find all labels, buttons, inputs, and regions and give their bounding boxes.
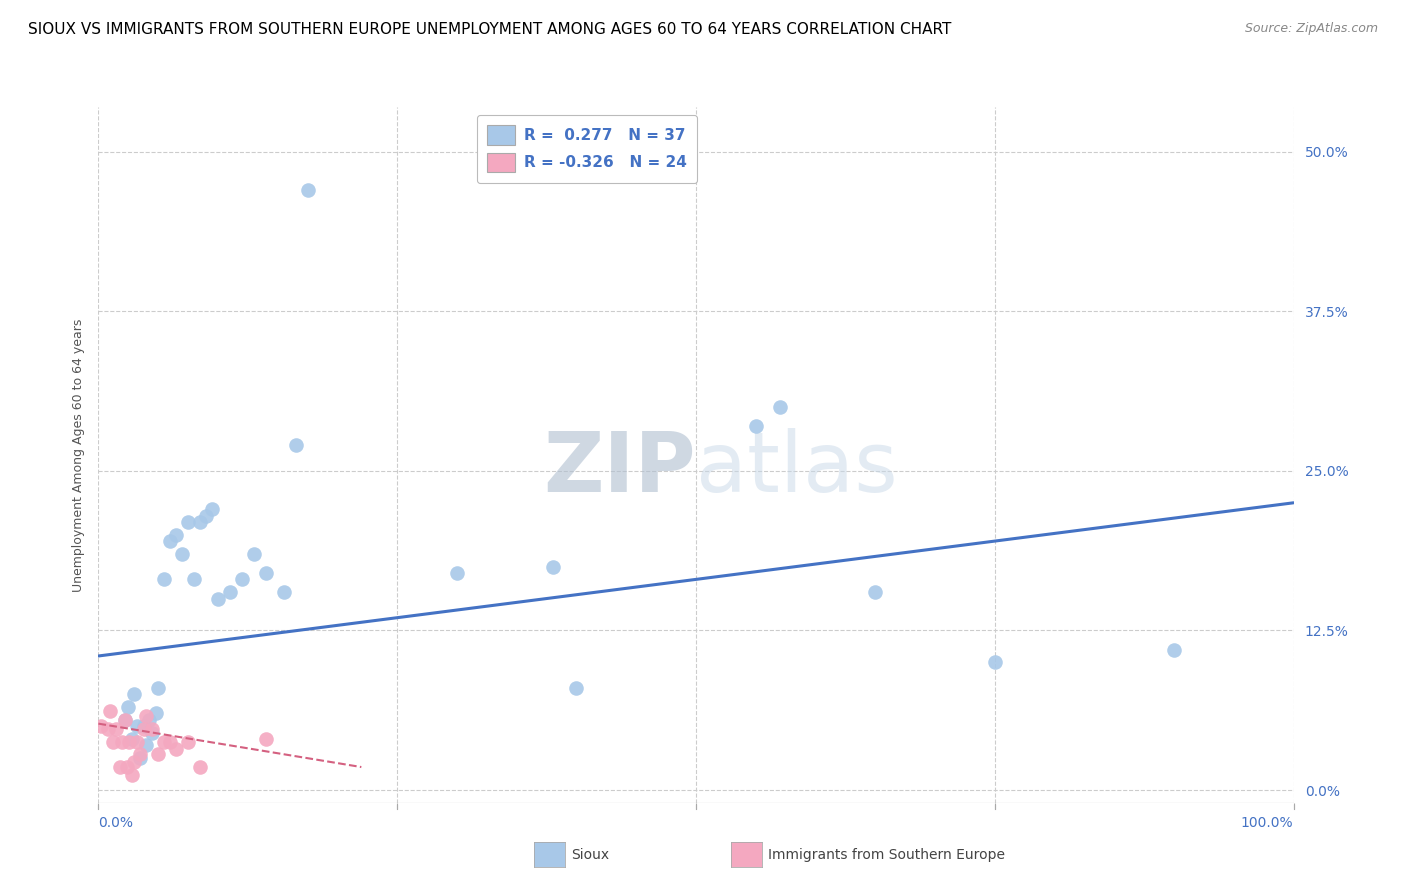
Point: [231, 573, 253, 587]
Point: [165, 742, 187, 756]
Point: [114, 713, 136, 727]
Point: [172, 547, 194, 561]
Point: [118, 734, 141, 748]
Point: [165, 527, 187, 541]
Point: [101, 734, 124, 748]
Point: [219, 585, 242, 599]
Point: [183, 573, 205, 587]
Point: [177, 734, 200, 748]
Text: Immigrants from Southern Europe: Immigrants from Southern Europe: [768, 847, 1005, 862]
Point: [132, 719, 155, 733]
Point: [121, 731, 143, 746]
Point: [129, 751, 152, 765]
Point: [148, 747, 170, 762]
Y-axis label: Unemployment Among Ages 60 to 64 years: Unemployment Among Ages 60 to 64 years: [72, 318, 84, 591]
Point: [98, 704, 122, 718]
Point: [145, 706, 167, 721]
Point: [132, 722, 155, 736]
Point: [863, 585, 886, 599]
Point: [141, 725, 163, 739]
Point: [159, 734, 181, 748]
Point: [117, 700, 139, 714]
Point: [153, 734, 176, 748]
Point: [273, 585, 295, 599]
Point: [148, 681, 170, 695]
Point: [141, 722, 163, 736]
Point: [188, 515, 211, 529]
Point: [745, 419, 768, 434]
Point: [153, 573, 176, 587]
Point: [105, 722, 128, 736]
Point: [201, 502, 224, 516]
Text: 0.0%: 0.0%: [98, 816, 134, 830]
Text: Sioux: Sioux: [571, 847, 609, 862]
Legend: R =  0.277   N = 37, R = -0.326   N = 24: R = 0.277 N = 37, R = -0.326 N = 24: [477, 115, 697, 183]
Point: [135, 709, 157, 723]
Point: [108, 760, 131, 774]
Point: [115, 760, 138, 774]
Point: [1163, 642, 1185, 657]
Point: [297, 183, 319, 197]
Point: [983, 656, 1005, 670]
Point: [446, 566, 468, 580]
Point: [129, 747, 152, 762]
Point: [159, 534, 181, 549]
Point: [207, 591, 229, 606]
Point: [111, 734, 134, 748]
Text: Source: ZipAtlas.com: Source: ZipAtlas.com: [1244, 22, 1378, 36]
Point: [541, 559, 564, 574]
Text: SIOUX VS IMMIGRANTS FROM SOUTHERN EUROPE UNEMPLOYMENT AMONG AGES 60 TO 64 YEARS : SIOUX VS IMMIGRANTS FROM SOUTHERN EUROPE…: [28, 22, 952, 37]
Text: ZIP: ZIP: [544, 428, 696, 509]
Point: [768, 400, 790, 414]
Point: [188, 760, 211, 774]
Text: 100.0%: 100.0%: [1241, 816, 1294, 830]
Text: atlas: atlas: [696, 428, 897, 509]
Point: [114, 713, 136, 727]
Point: [125, 734, 148, 748]
Point: [124, 755, 146, 769]
Point: [138, 713, 160, 727]
Point: [121, 768, 143, 782]
Point: [97, 722, 120, 736]
Point: [194, 508, 217, 523]
Point: [177, 515, 200, 529]
Point: [124, 687, 146, 701]
Point: [254, 566, 277, 580]
Point: [90, 719, 112, 733]
Point: [243, 547, 266, 561]
Point: [135, 739, 157, 753]
Point: [125, 719, 148, 733]
Point: [565, 681, 588, 695]
Point: [284, 438, 307, 452]
Point: [254, 731, 277, 746]
